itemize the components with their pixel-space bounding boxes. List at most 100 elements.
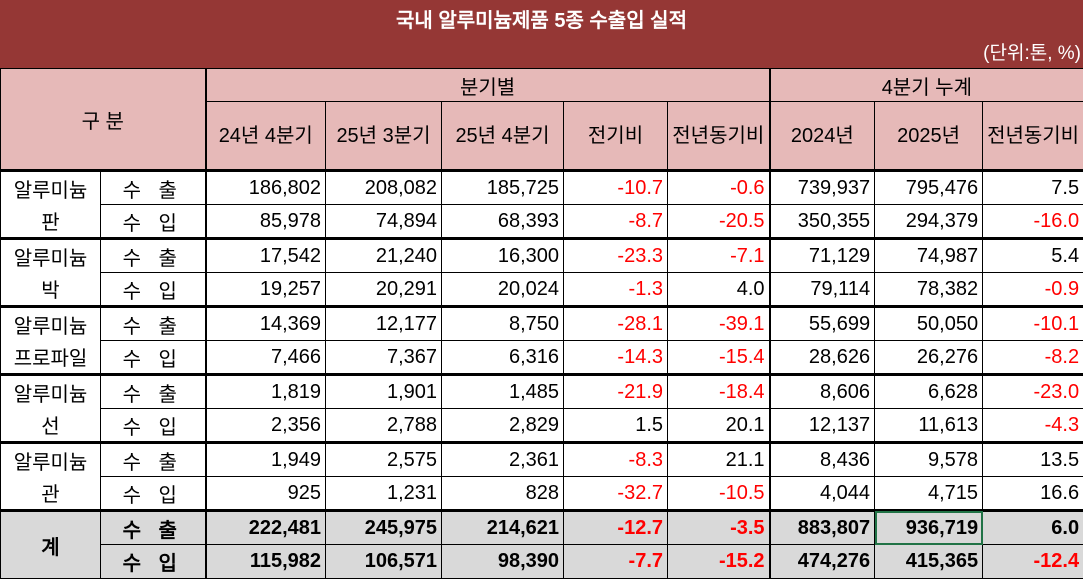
value-cell[interactable]: 71,129 bbox=[768, 237, 876, 273]
value-cell[interactable]: 4,044 bbox=[768, 476, 876, 511]
value-cell[interactable]: 925 bbox=[204, 476, 327, 511]
flow-label[interactable]: 수 입 bbox=[99, 340, 207, 375]
value-cell[interactable]: 16.6 bbox=[982, 476, 1083, 511]
flow-label[interactable]: 수 입 bbox=[99, 408, 207, 443]
value-cell[interactable]: -4.3 bbox=[982, 408, 1083, 443]
value-cell[interactable]: -12.4 bbox=[982, 544, 1083, 579]
value-cell[interactable]: 12,177 bbox=[325, 305, 443, 341]
value-cell[interactable]: -0.6 bbox=[667, 169, 771, 205]
value-cell[interactable]: -23.0 bbox=[982, 373, 1083, 409]
value-cell[interactable]: -15.4 bbox=[667, 340, 771, 375]
flow-label[interactable]: 수 출 bbox=[99, 441, 207, 477]
value-cell[interactable]: 214,621 bbox=[441, 509, 565, 545]
value-cell[interactable]: 350,355 bbox=[768, 204, 876, 239]
value-cell[interactable]: 294,379 bbox=[874, 204, 984, 239]
value-cell[interactable]: -18.4 bbox=[667, 373, 771, 409]
column-header[interactable]: 25년 4분기 bbox=[441, 101, 565, 171]
value-cell[interactable]: 2,788 bbox=[325, 408, 443, 443]
value-cell[interactable]: 2,361 bbox=[441, 441, 565, 477]
value-cell[interactable]: -8.2 bbox=[982, 340, 1083, 375]
category-name[interactable]: 알루미늄 bbox=[0, 305, 101, 341]
value-cell[interactable]: 883,807 bbox=[768, 509, 876, 545]
value-cell[interactable]: 186,802 bbox=[204, 169, 327, 205]
value-cell[interactable]: -39.1 bbox=[667, 305, 771, 341]
cumulative-header[interactable]: 4분기 누계 bbox=[768, 68, 1083, 102]
value-cell[interactable]: 74,987 bbox=[874, 237, 984, 273]
value-cell[interactable]: 26,276 bbox=[874, 340, 984, 375]
category-name[interactable]: 알루미늄 bbox=[0, 441, 101, 477]
value-cell[interactable]: -10.1 bbox=[982, 305, 1083, 341]
value-cell[interactable]: 185,725 bbox=[441, 169, 565, 205]
value-cell[interactable]: 1,231 bbox=[325, 476, 443, 511]
value-cell[interactable]: 21.1 bbox=[667, 441, 771, 477]
flow-label[interactable]: 수 입 bbox=[99, 544, 207, 579]
value-cell[interactable]: -16.0 bbox=[982, 204, 1083, 239]
value-cell[interactable]: 7.5 bbox=[982, 169, 1083, 205]
value-cell[interactable]: -12.7 bbox=[563, 509, 669, 545]
value-cell[interactable]: 1,485 bbox=[441, 373, 565, 409]
value-cell[interactable]: 12,137 bbox=[768, 408, 876, 443]
value-cell[interactable]: 415,365 bbox=[874, 544, 984, 579]
value-cell[interactable]: 5.4 bbox=[982, 237, 1083, 273]
value-cell[interactable]: 68,393 bbox=[441, 204, 565, 239]
column-header[interactable]: 전년동기비 bbox=[982, 101, 1083, 171]
value-cell[interactable]: 106,571 bbox=[325, 544, 443, 579]
value-cell[interactable]: 11,613 bbox=[874, 408, 984, 443]
value-cell[interactable]: 2,575 bbox=[325, 441, 443, 477]
value-cell[interactable]: 98,390 bbox=[441, 544, 565, 579]
value-cell[interactable]: -15.2 bbox=[667, 544, 771, 579]
value-cell[interactable]: -1.3 bbox=[563, 272, 669, 307]
flow-label[interactable]: 수 입 bbox=[99, 476, 207, 511]
value-cell[interactable]: 20,024 bbox=[441, 272, 565, 307]
value-cell[interactable]: 245,975 bbox=[325, 509, 443, 545]
value-cell[interactable]: -8.3 bbox=[563, 441, 669, 477]
flow-label[interactable]: 수 출 bbox=[99, 509, 207, 545]
quarterly-header[interactable]: 분기별 bbox=[204, 68, 771, 102]
value-cell[interactable]: 74,894 bbox=[325, 204, 443, 239]
value-cell[interactable]: 1.5 bbox=[563, 408, 669, 443]
flow-label[interactable]: 수 출 bbox=[99, 169, 207, 205]
flow-label[interactable]: 수 출 bbox=[99, 373, 207, 409]
category-name[interactable]: 판 bbox=[0, 204, 101, 239]
value-cell[interactable]: 28,626 bbox=[768, 340, 876, 375]
column-header[interactable]: 2024년 bbox=[768, 101, 876, 171]
value-cell[interactable]: 21,240 bbox=[325, 237, 443, 273]
value-cell[interactable]: 474,276 bbox=[768, 544, 876, 579]
value-cell[interactable]: 222,481 bbox=[204, 509, 327, 545]
value-cell[interactable]: 14,369 bbox=[204, 305, 327, 341]
value-cell[interactable]: 79,114 bbox=[768, 272, 876, 307]
value-cell[interactable]: 7,466 bbox=[204, 340, 327, 375]
value-cell[interactable]: 6,628 bbox=[874, 373, 984, 409]
value-cell[interactable]: 1,949 bbox=[204, 441, 327, 477]
value-cell[interactable]: 1,819 bbox=[204, 373, 327, 409]
value-cell[interactable]: 795,476 bbox=[874, 169, 984, 205]
value-cell[interactable]: 20,291 bbox=[325, 272, 443, 307]
value-cell[interactable]: 55,699 bbox=[768, 305, 876, 341]
value-cell[interactable]: 936,719 bbox=[874, 509, 984, 545]
value-cell[interactable]: -21.9 bbox=[563, 373, 669, 409]
category-name[interactable]: 알루미늄 bbox=[0, 373, 101, 409]
category-name[interactable]: 알루미늄 bbox=[0, 237, 101, 273]
value-cell[interactable]: 19,257 bbox=[204, 272, 327, 307]
value-cell[interactable]: 85,978 bbox=[204, 204, 327, 239]
value-cell[interactable]: 20.1 bbox=[667, 408, 771, 443]
value-cell[interactable]: 6.0 bbox=[982, 509, 1083, 545]
value-cell[interactable]: 8,606 bbox=[768, 373, 876, 409]
column-header[interactable]: 25년 3분기 bbox=[325, 101, 443, 171]
category-name[interactable]: 알루미늄 bbox=[0, 169, 101, 205]
value-cell[interactable]: -10.7 bbox=[563, 169, 669, 205]
value-cell[interactable]: 13.5 bbox=[982, 441, 1083, 477]
flow-label[interactable]: 수 입 bbox=[99, 204, 207, 239]
value-cell[interactable]: -8.7 bbox=[563, 204, 669, 239]
value-cell[interactable]: 17,542 bbox=[204, 237, 327, 273]
value-cell[interactable]: 2,356 bbox=[204, 408, 327, 443]
value-cell[interactable]: -3.5 bbox=[667, 509, 771, 545]
value-cell[interactable]: 16,300 bbox=[441, 237, 565, 273]
column-header[interactable]: 전기비 bbox=[563, 101, 669, 171]
value-cell[interactable]: 78,382 bbox=[874, 272, 984, 307]
category-name[interactable]: 선 bbox=[0, 408, 101, 443]
value-cell[interactable]: 8,436 bbox=[768, 441, 876, 477]
value-cell[interactable]: -23.3 bbox=[563, 237, 669, 273]
value-cell[interactable]: 4,715 bbox=[874, 476, 984, 511]
value-cell[interactable]: 208,082 bbox=[325, 169, 443, 205]
